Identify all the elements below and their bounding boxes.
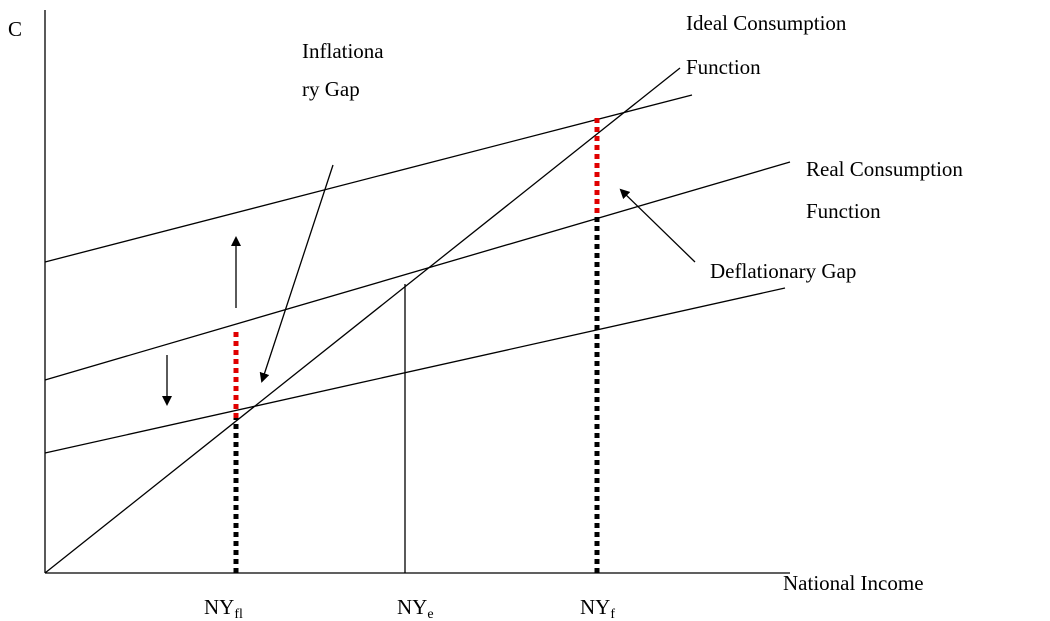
annotation: Deflationary Gap — [710, 259, 856, 283]
income-label: NYfl — [204, 595, 243, 621]
income-label: NYe — [397, 595, 434, 621]
x-axis-label: National Income — [783, 571, 924, 595]
income-label-sub: f — [610, 607, 615, 621]
lower-consumption-line — [44, 287, 786, 454]
annotation: Real Consumption — [806, 157, 963, 181]
ideal-consumption-line — [44, 67, 681, 574]
annotation: ry Gap — [302, 77, 360, 101]
income-label-sub: fl — [234, 607, 243, 621]
pointer-arrow — [619, 188, 696, 263]
annotation: Function — [686, 55, 761, 79]
annotation: Function — [806, 199, 881, 223]
income-label-sub: e — [427, 607, 433, 621]
income-label-base: NY — [580, 595, 610, 619]
income-label: NYf — [580, 595, 615, 621]
annotation: Inflationa — [302, 39, 384, 63]
income-label-base: NY — [397, 595, 427, 619]
upper-consumption-line — [44, 94, 693, 263]
pointer-arrow — [259, 164, 334, 383]
income-label-base: NY — [204, 595, 234, 619]
real-consumption-line — [44, 161, 791, 381]
annotation: Ideal Consumption — [686, 11, 847, 35]
y-axis-label: C — [8, 17, 22, 41]
